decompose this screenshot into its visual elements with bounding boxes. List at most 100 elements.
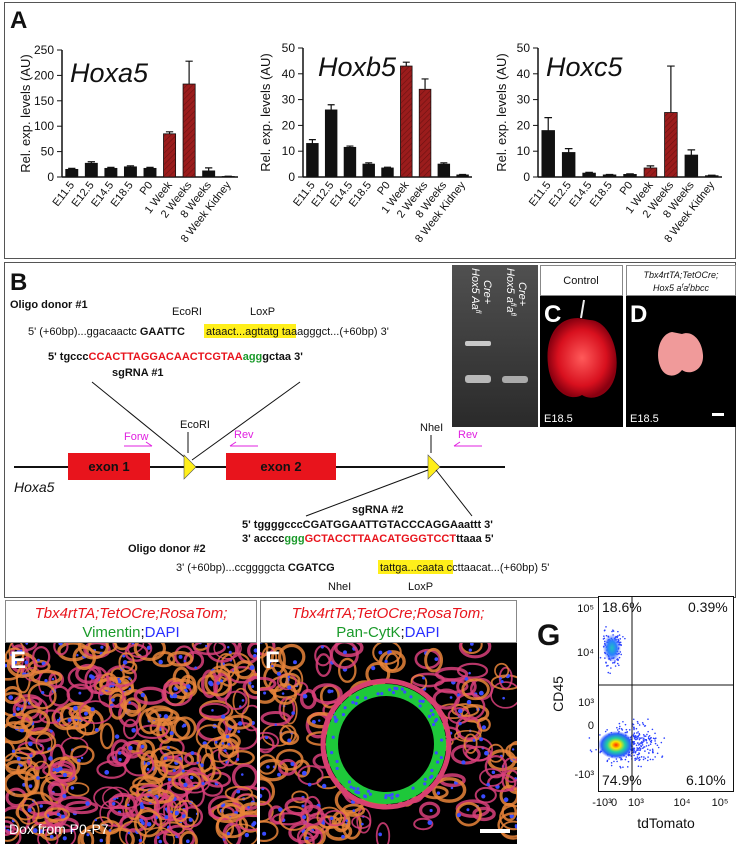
cell-wall (162, 824, 196, 844)
error-bar (365, 162, 373, 165)
nucleus (223, 749, 227, 753)
exon (68, 453, 150, 480)
nucleus (249, 665, 255, 670)
nucleus (384, 659, 388, 664)
nucleus (114, 734, 120, 739)
event (605, 626, 607, 628)
cell-wall (231, 763, 257, 791)
gene-name: Hoxa5 (14, 479, 55, 495)
nucleus (287, 738, 292, 743)
y-tick-label: 10³ (578, 697, 594, 709)
seq-part: ccttaacat...(+60bp) 5' (444, 562, 550, 574)
y-tick-label: 0 (523, 170, 530, 184)
gel-image: Hox5 Aafl Cre+ Hox5 aflafl Cre+ (452, 265, 538, 427)
event (639, 749, 641, 752)
nucleus (423, 782, 427, 786)
label-part: a (683, 283, 688, 293)
cell-wall (5, 760, 28, 775)
cell-wall (196, 744, 214, 773)
nucleus (181, 769, 185, 773)
event (639, 747, 642, 750)
bar (306, 143, 319, 178)
nucleus (468, 671, 471, 675)
stage: E18.5 (630, 413, 659, 425)
y-axis-label: Rel. exp. levels (AU) (494, 53, 509, 171)
nucleus (216, 681, 220, 685)
nucleus (277, 772, 281, 777)
label-part: Hox5 a (653, 283, 682, 293)
nucleus (330, 689, 334, 693)
density (598, 731, 634, 759)
cell-wall (133, 643, 167, 661)
nucleus (16, 707, 20, 711)
cell-wall (238, 810, 257, 833)
nucleus (432, 723, 436, 727)
error-bar (346, 145, 354, 148)
cell-wall (456, 662, 489, 679)
panel-a-frame (4, 2, 736, 259)
cell-wall (179, 674, 197, 696)
event (636, 753, 639, 756)
event (647, 736, 650, 738)
quadrant-value: 0.39% (688, 599, 728, 615)
nucleus (481, 794, 486, 799)
cell-wall (66, 782, 90, 797)
nucleus (251, 685, 255, 688)
lane-label: Hox5 aflafl (504, 268, 516, 316)
event (639, 737, 642, 739)
bar (623, 174, 637, 178)
nucleus (478, 690, 484, 696)
seq-part: agg (243, 351, 263, 363)
error-bar (68, 167, 76, 170)
cell-wall (315, 653, 332, 677)
nucleus (127, 831, 131, 835)
event (607, 671, 610, 674)
cell-wall (508, 740, 517, 764)
event (607, 664, 609, 667)
event (633, 737, 636, 739)
cell-wall (173, 799, 199, 828)
cell-wall (166, 651, 194, 667)
event (633, 750, 635, 753)
cell-wall (66, 721, 87, 740)
cell-wall (199, 702, 230, 718)
header-box (626, 265, 736, 296)
nucleus (469, 643, 474, 646)
event (646, 733, 648, 736)
cell-wall (221, 804, 243, 820)
header-box (260, 600, 517, 643)
cell-wall (333, 643, 364, 658)
event (616, 662, 619, 665)
nucleus (16, 756, 21, 761)
error-bar (459, 173, 467, 176)
cell-wall (216, 813, 249, 839)
nucleus (311, 719, 316, 724)
nucleus (5, 663, 8, 668)
error-bar (205, 167, 213, 171)
nucleus (264, 735, 269, 740)
nucleus (509, 813, 514, 819)
cell-wall (37, 828, 59, 844)
cell-wall (201, 780, 224, 797)
event (640, 756, 643, 758)
label-part: a (504, 306, 516, 312)
event (637, 742, 639, 744)
cell-wall (33, 760, 51, 779)
event (654, 732, 656, 735)
nucleus (12, 712, 16, 717)
quadrant-value: 74.9% (602, 772, 642, 788)
nucleus (78, 691, 82, 695)
nucleus (127, 803, 130, 807)
cell-wall (260, 786, 271, 806)
y-axis-label: Rel. exp. levels (AU) (258, 53, 273, 171)
nucleus (329, 816, 334, 821)
y-tick-label: 10 (282, 144, 296, 158)
nucleus (12, 660, 18, 665)
nucleus (251, 822, 256, 827)
event (648, 738, 651, 740)
seq-part: GCTACCTTAACATGGGTCCT (305, 533, 457, 545)
cell-wall (142, 826, 175, 844)
event (636, 720, 639, 723)
nucleus (266, 765, 270, 769)
